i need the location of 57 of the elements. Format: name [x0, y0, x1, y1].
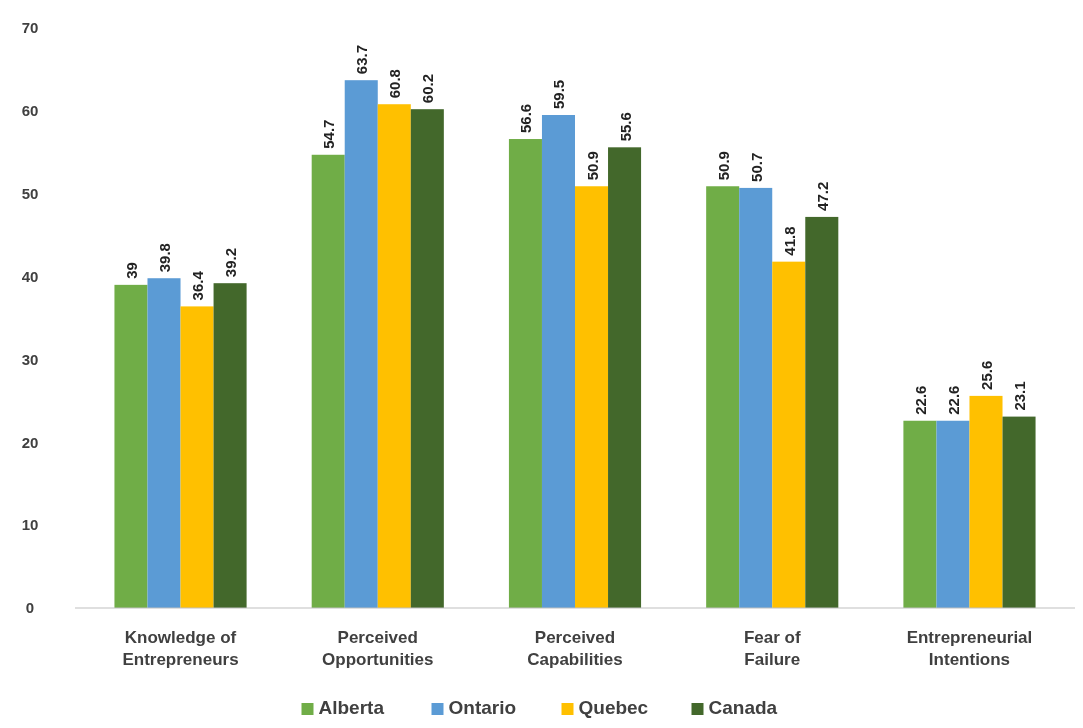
data-label: 63.7 — [353, 45, 371, 75]
y-tick-label: 0 — [25, 599, 35, 617]
data-label: 59.5 — [550, 79, 568, 109]
x-tick-label: Perceived Capabilities — [527, 628, 623, 669]
bar — [608, 147, 642, 608]
data-label: 41.8 — [780, 226, 798, 256]
data-label: 55.6 — [616, 112, 634, 142]
data-label: 25.6 — [978, 360, 995, 390]
bar — [1002, 416, 1036, 608]
data-label: 22.6 — [944, 385, 962, 415]
legend-label: Ontario — [448, 697, 517, 718]
x-tick-label: Fear of Failure — [743, 628, 801, 669]
data-label: 50.9 — [583, 151, 601, 181]
bar — [739, 187, 773, 608]
x-tick-label: Perceived Opportunities — [322, 628, 434, 669]
bar — [969, 395, 1003, 608]
bar — [541, 115, 575, 608]
data-label: 23.1 — [1011, 381, 1029, 411]
data-label: 50.9 — [714, 151, 732, 181]
bar — [180, 306, 214, 608]
y-tick-label: 30 — [21, 350, 39, 368]
x-tick-label: Knowledge of Entrepreneurs — [122, 628, 239, 669]
bar — [772, 261, 806, 608]
bar — [114, 284, 148, 608]
bar — [311, 154, 345, 608]
x-tick-label: Entrepreneurial Intentions — [906, 628, 1033, 669]
bar — [213, 283, 247, 608]
bar — [936, 420, 970, 608]
data-label: 50.7 — [747, 152, 765, 182]
bar — [805, 216, 839, 608]
y-tick-label: 10 — [21, 516, 39, 534]
legend-label: Quebec — [578, 697, 649, 718]
data-label: 39.8 — [156, 243, 173, 273]
data-label: 39 — [122, 262, 140, 279]
data-label: 56.6 — [517, 103, 535, 134]
data-label: 39.2 — [222, 248, 240, 278]
bar — [147, 278, 181, 608]
data-label: 36.4 — [189, 270, 207, 301]
data-label: 60.2 — [419, 74, 437, 104]
bar — [377, 104, 411, 608]
y-tick-label: 50 — [21, 184, 39, 202]
legend-label: Alberta — [318, 697, 385, 718]
bar — [706, 186, 740, 608]
bar — [508, 139, 542, 608]
y-tick-label: 70 — [21, 19, 39, 37]
y-tick-label: 40 — [21, 267, 39, 285]
legend-label: Canada — [708, 697, 778, 718]
bar — [410, 109, 444, 608]
bar — [344, 80, 378, 608]
data-label: 47.2 — [813, 181, 831, 211]
bar — [903, 420, 937, 608]
bar — [575, 186, 609, 608]
y-tick-label: 60 — [21, 102, 39, 120]
data-label: 54.7 — [320, 119, 338, 149]
data-label: 22.6 — [911, 385, 929, 415]
data-label: 60.8 — [386, 69, 404, 99]
y-tick-label: 20 — [21, 433, 39, 451]
